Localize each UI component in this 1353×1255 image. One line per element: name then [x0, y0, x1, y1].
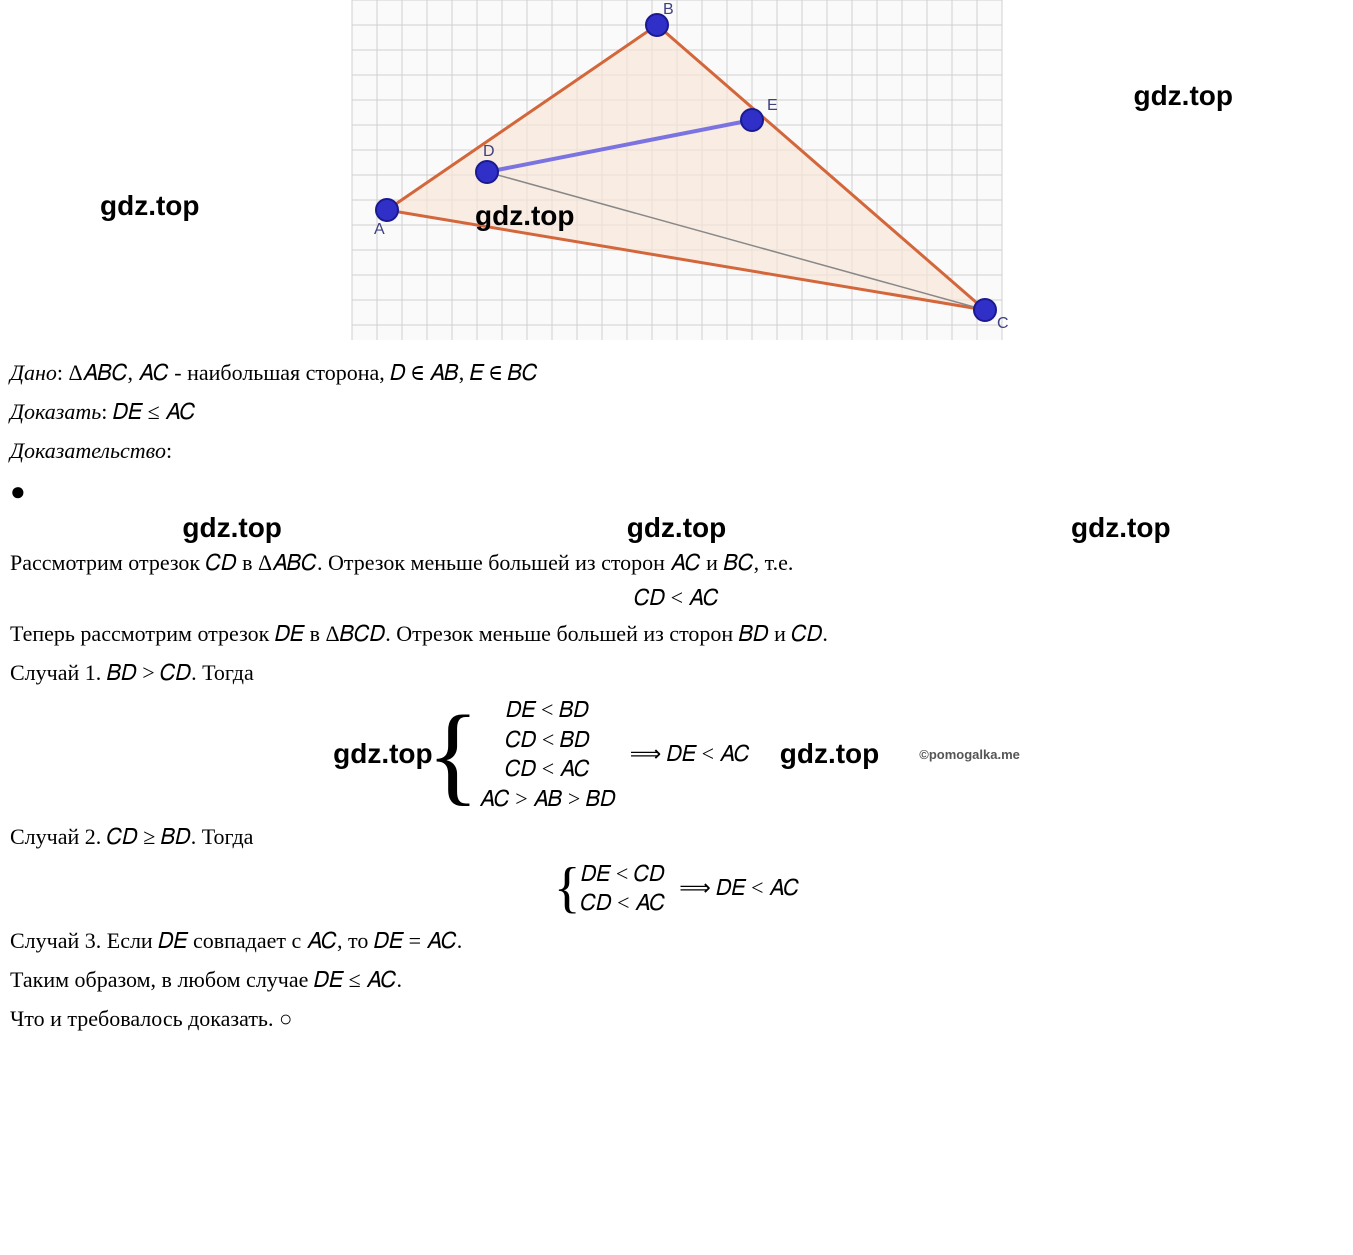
svg-text:D: D — [483, 143, 495, 160]
proof-colon: : — [166, 438, 172, 463]
svg-text:A: A — [374, 221, 385, 238]
case2-lines: 𝐷𝐸 < 𝐶𝐷𝐶𝐷 < 𝐴𝐶 — [581, 859, 666, 918]
watermark-text: gdz.top — [1071, 512, 1171, 544]
case1-system: gdz.top { 𝐷𝐸 < 𝐵𝐷𝐶𝐷 < 𝐵𝐷𝐶𝐷 < 𝐴𝐶𝐴𝐶 > 𝐴𝐵 >… — [10, 695, 1343, 814]
prove-line: Доказать: 𝐷𝐸 ≤ 𝐴𝐶 — [10, 395, 1343, 428]
given-line: Дано: Δ𝐴𝐵𝐶, 𝐴𝐶 - наибольшая сторона, 𝐷 ∈… — [10, 356, 1343, 389]
watermark-text: gdz.top — [333, 738, 433, 770]
case-line: 𝐶𝐷 < 𝐵𝐷 — [505, 725, 589, 755]
svg-text:E: E — [767, 97, 778, 114]
watermark-text: gdz.top — [780, 738, 880, 770]
watermark-text: gdz.top — [1133, 80, 1233, 112]
watermark-text: gdz.top — [100, 190, 200, 222]
qed-line: Что и требовалось доказать. ○ — [10, 1002, 1343, 1035]
geometry-diagram-container: ABCDE gdz.top gdz.top gdz.top — [10, 0, 1343, 350]
case-line: 𝐶𝐷 < 𝐴𝐶 — [581, 888, 666, 918]
svg-text:C: C — [997, 315, 1009, 332]
given-text: : Δ𝐴𝐵𝐶, 𝐴𝐶 - наибольшая сторона, 𝐷 ∈ 𝐴𝐵,… — [57, 360, 538, 385]
svg-text:B: B — [663, 1, 674, 18]
triangle-diagram: A B C D E — [227, 0, 1127, 350]
watermark-text: gdz.top — [182, 512, 282, 544]
equation-1: 𝐶𝐷 < 𝐴𝐶 — [10, 585, 1343, 611]
proof-label-line: Доказательство: — [10, 434, 1343, 467]
conclusion-line: Таким образом, в любом случае 𝐷𝐸 ≤ 𝐴𝐶. — [10, 963, 1343, 996]
bullet-line: ● — [10, 473, 1343, 506]
left-brace-icon: { — [554, 866, 581, 911]
left-brace-icon: { — [427, 710, 480, 798]
case2-implication: ⟹ 𝐷𝐸 < 𝐴𝐶 — [679, 875, 799, 901]
case-line: 𝐴𝐶 > 𝐴𝐵 > 𝐵𝐷 — [479, 784, 615, 814]
watermark-row: gdz.top gdz.top gdz.top — [10, 512, 1343, 544]
paragraph-2: Теперь рассмотрим отрезок 𝐷𝐸 в Δ𝐵𝐶𝐷. Отр… — [10, 617, 1343, 650]
case1-lines: 𝐷𝐸 < 𝐵𝐷𝐶𝐷 < 𝐵𝐷𝐶𝐷 < 𝐴𝐶𝐴𝐶 > 𝐴𝐵 > 𝐵𝐷 — [479, 695, 615, 814]
case1-implication: ⟹ 𝐷𝐸 < 𝐴𝐶 — [630, 741, 750, 767]
case2-heading: Случай 2. 𝐶𝐷 ≥ 𝐵𝐷. Тогда — [10, 820, 1343, 853]
case1-heading: Случай 1. 𝐵𝐷 > 𝐶𝐷. Тогда — [10, 656, 1343, 689]
case-line: 𝐷𝐸 < 𝐶𝐷 — [581, 859, 665, 889]
watermark-text: gdz.top — [627, 512, 727, 544]
copyright-text: ©pomogalka.me — [919, 747, 1020, 762]
case3-line: Случай 3. Если 𝐷𝐸 совпадает с 𝐴𝐶, то 𝐷𝐸 … — [10, 924, 1343, 957]
proof-label: Доказательство — [10, 438, 166, 463]
case-line: 𝐷𝐸 < 𝐵𝐷 — [506, 695, 589, 725]
given-label: Дано — [10, 360, 57, 385]
prove-label: Доказать — [10, 399, 101, 424]
case2-system: { 𝐷𝐸 < 𝐶𝐷𝐶𝐷 < 𝐴𝐶 ⟹ 𝐷𝐸 < 𝐴𝐶 — [10, 859, 1343, 918]
case-line: 𝐶𝐷 < 𝐴𝐶 — [505, 754, 590, 784]
bullet-icon: ● — [10, 479, 26, 505]
paragraph-1: Рассмотрим отрезок 𝐶𝐷 в Δ𝐴𝐵𝐶. Отрезок ме… — [10, 546, 1343, 579]
prove-text: : 𝐷𝐸 ≤ 𝐴𝐶 — [101, 399, 195, 424]
